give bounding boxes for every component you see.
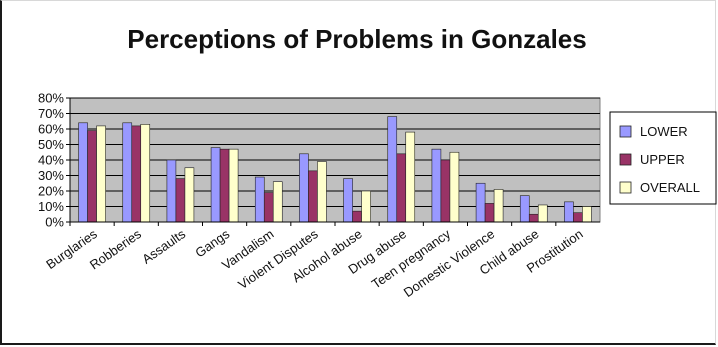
y-tick-label: 60% (38, 122, 64, 137)
legend-swatch-lower (619, 125, 632, 138)
legend-label-overall: OVERALL (640, 180, 700, 195)
bar-upper-2: Assaults UPPER: 28% (175, 178, 186, 223)
bar-overall-4: Vandalism OVERALL: 26% (272, 181, 283, 223)
bar-upper-6: Alcohol abuse UPPER: 7% (352, 210, 362, 223)
bar-overall-11: Prostitution OVERALL: 10% (582, 206, 592, 223)
bar-upper-10: Child abuse UPPER: 5% (528, 213, 539, 223)
bar-upper-9: Domestic Violence UPPER: 12% (484, 203, 495, 223)
bar-lower-2: Assaults LOWER: 40% (166, 159, 177, 223)
bar-overall-1: Robberies OVERALL: 63% (140, 124, 151, 223)
legend-swatch-upper (619, 153, 632, 166)
bar-lower-1: Robberies LOWER: 64% (122, 122, 133, 223)
bar-lower-5: Violent Disputes LOWER: 44% (299, 153, 309, 223)
bar-lower-0: Burglaries LOWER: 64% (78, 122, 88, 223)
bar-lower-10: Child abuse LOWER: 17% (519, 195, 530, 223)
bar-upper-11: Prostitution UPPER: 6% (573, 212, 583, 223)
legend-swatch-overall (619, 181, 632, 194)
y-axis-ticks: 0%10%20%30%40%50%60%70%80% (38, 91, 70, 230)
y-tick-label: 50% (38, 137, 64, 152)
bar-upper-0: Burglaries UPPER: 59% (87, 130, 97, 223)
bar-upper-4: Vandalism UPPER: 19% (263, 192, 274, 223)
bar-upper-3: Gangs UPPER: 47% (219, 148, 230, 223)
bar-upper-8: Teen pregnancy UPPER: 40% (440, 159, 451, 223)
chart-title: Perceptions of Problems in Gonzales (127, 24, 586, 54)
y-tick-label: 40% (38, 153, 64, 168)
x-tick-label: Assaults (139, 226, 188, 267)
y-tick-label: 20% (38, 184, 64, 199)
bar-overall-7: Drug abuse OVERALL: 58% (405, 131, 416, 223)
legend-label-lower: LOWER (640, 124, 688, 139)
y-tick-label: 80% (38, 91, 64, 106)
bar-overall-9: Domestic Violence OVERALL: 21% (493, 189, 504, 223)
bar-lower-6: Alcohol abuse LOWER: 28% (343, 178, 353, 223)
y-tick-label: 70% (38, 106, 64, 121)
y-tick-label: 10% (38, 199, 64, 214)
bar-lower-11: Prostitution LOWER: 13% (564, 201, 574, 223)
legend: LOWER UPPER OVERALL (619, 124, 700, 195)
bar-overall-0: Burglaries OVERALL: 62% (96, 125, 106, 223)
bar-upper-1: Robberies UPPER: 62% (131, 125, 142, 223)
bar-lower-4: Vandalism LOWER: 29% (254, 176, 265, 223)
y-tick-label: 30% (38, 168, 64, 183)
bar-overall-5: Violent Disputes OVERALL: 39% (317, 161, 327, 223)
y-tick-label: 0% (45, 215, 64, 230)
bar-overall-10: Child abuse OVERALL: 11% (537, 204, 548, 223)
gridlines (70, 97, 600, 207)
bar-overall-6: Alcohol abuse OVERALL: 20% (361, 190, 371, 223)
bar-lower-7: Drug abuse LOWER: 68% (387, 116, 398, 223)
bar-upper-5: Violent Disputes UPPER: 33% (308, 170, 318, 223)
bar-overall-8: Teen pregnancy OVERALL: 45% (449, 151, 460, 223)
bar-lower-3: Gangs LOWER: 48% (210, 147, 221, 223)
bar-overall-2: Assaults OVERALL: 35% (184, 167, 195, 223)
legend-label-upper: UPPER (640, 152, 685, 167)
bar-lower-9: Domestic Violence LOWER: 25% (475, 182, 486, 223)
bar-lower-8: Teen pregnancy LOWER: 47% (431, 148, 442, 223)
bar-overall-3: Gangs OVERALL: 47% (228, 148, 239, 223)
bar-upper-7: Drug abuse UPPER: 44% (396, 153, 407, 223)
